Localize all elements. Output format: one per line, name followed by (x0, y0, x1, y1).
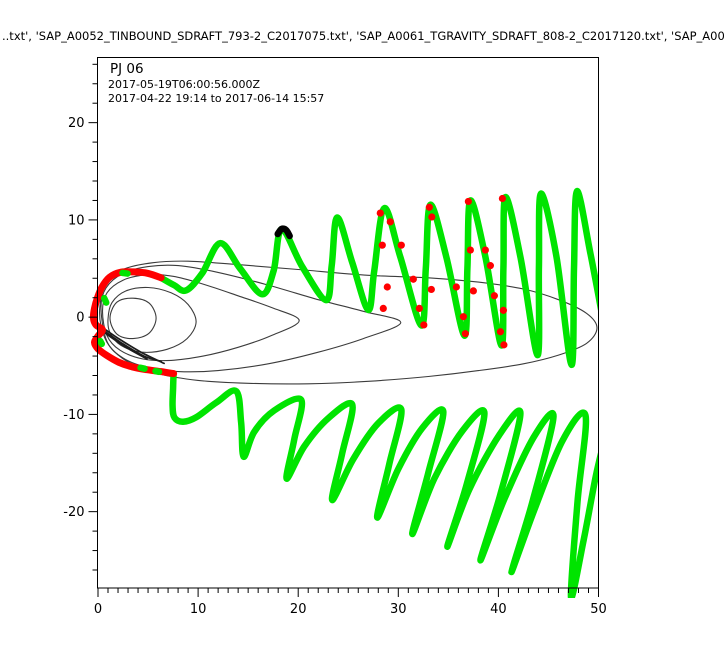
x-tick-label: 0 (94, 602, 102, 617)
contour-1-path (109, 297, 157, 340)
contour-5 (99, 260, 598, 385)
y-tick-label: 10 (68, 213, 85, 228)
inside-region-red-dots-dot (386, 218, 394, 226)
inside-region-red-dots-dot (420, 321, 428, 329)
field-line-cluster-3 (103, 331, 148, 360)
inside-region-red-dots-dot (383, 283, 391, 291)
red-arc-green-gaps-segment (96, 337, 106, 348)
contour-1 (109, 297, 157, 340)
inside-region-red-dots-dot (409, 275, 417, 283)
plot-series-layer (89, 187, 599, 598)
inside-region-red-dots-dot (466, 246, 474, 254)
plot-annotation: PJ 06 2017-05-19T06:00:56.000Z 2017-04-2… (108, 61, 324, 105)
field-line-cluster-2-path (102, 329, 162, 363)
plot-border (97, 57, 599, 589)
red-arc-green-gaps (96, 269, 163, 376)
x-tick-label: 20 (290, 602, 307, 617)
trajectory-lower-lobe (169, 370, 599, 598)
red-arc-green-gaps-segment (152, 367, 163, 376)
red-arc-green-gaps-segment (119, 269, 131, 277)
contour-2-path (107, 286, 197, 353)
field-line-cluster-3-path (103, 331, 148, 360)
inside-region-red-dots-dot (452, 283, 460, 291)
inside-region-red-dots-dot (464, 197, 472, 206)
contour-3 (101, 274, 300, 362)
perijove-black-mark-path (274, 225, 293, 240)
x-tick-label: 10 (190, 602, 207, 617)
inside-region-red-dots-dot (376, 209, 384, 217)
axes-layer: 0 10 20 30 40 50 -20 -10 0 10 20 (63, 57, 607, 617)
red-arc-green-gaps-segment (137, 364, 148, 372)
x-tick-label: 40 (490, 602, 507, 617)
highlight-red-arc (89, 268, 178, 378)
inside-region-red-dots-dot (461, 330, 469, 338)
inside-region-red-dots-dot (486, 262, 494, 270)
timestamp-label: 2017-05-19T06:00:56.000Z (108, 78, 261, 91)
field-line-cluster-1-path (102, 327, 165, 365)
contour-5-path (99, 260, 598, 385)
inside-region-red-dots-dot (397, 241, 405, 249)
inside-region-red-dots-dot (499, 306, 508, 314)
inside-region-red-dots-dot (490, 292, 498, 300)
y-tick-label: -20 (63, 505, 84, 520)
field-line-cluster-2 (102, 329, 162, 363)
inside-region-red-dots-dot (425, 203, 433, 211)
inside-region-red-dots-dot (498, 194, 507, 203)
field-line-cluster-1 (102, 327, 165, 365)
inside-region-red-dots-dot (469, 287, 477, 295)
perijove-black-mark (274, 225, 293, 240)
inside-region-red-dots-dot (500, 341, 508, 349)
inside-region-red-dots-dot (378, 241, 386, 249)
y-tick-label: -10 (63, 408, 84, 423)
inside-region-red-dots (376, 194, 508, 349)
trajectory-upper-lobe (157, 187, 599, 369)
time-range-label: 2017-04-22 19:14 to 2017-06-14 15:57 (108, 92, 324, 105)
perijove-label: PJ 06 (110, 61, 144, 77)
inside-region-red-dots-dot (415, 304, 423, 313)
inside-region-red-dots-dot (428, 213, 436, 221)
inside-region-red-dots-dot (427, 285, 435, 294)
y-tick-label: 20 (68, 116, 85, 131)
inside-region-red-dots-dot (459, 313, 467, 321)
file-list-text: ..txt', 'SAP_A0052_TINBOUND_SDRAFT_793-2… (2, 29, 724, 43)
y-tick-label: 0 (76, 311, 84, 326)
red-arc-green-gaps-segment (100, 294, 110, 306)
inside-region-red-dots-dot (379, 304, 387, 313)
contour-3-path (101, 274, 300, 362)
contour-2 (107, 286, 197, 353)
x-tick-label: 50 (590, 602, 607, 617)
trajectory-upper-lobe-path (157, 187, 599, 369)
inside-region-red-dots-dot (496, 328, 505, 336)
highlight-red-arc-path (89, 268, 178, 378)
inside-region-red-dots-dot (481, 246, 489, 254)
trajectory-lower-lobe-path (169, 370, 599, 598)
x-tick-label: 30 (390, 602, 407, 617)
